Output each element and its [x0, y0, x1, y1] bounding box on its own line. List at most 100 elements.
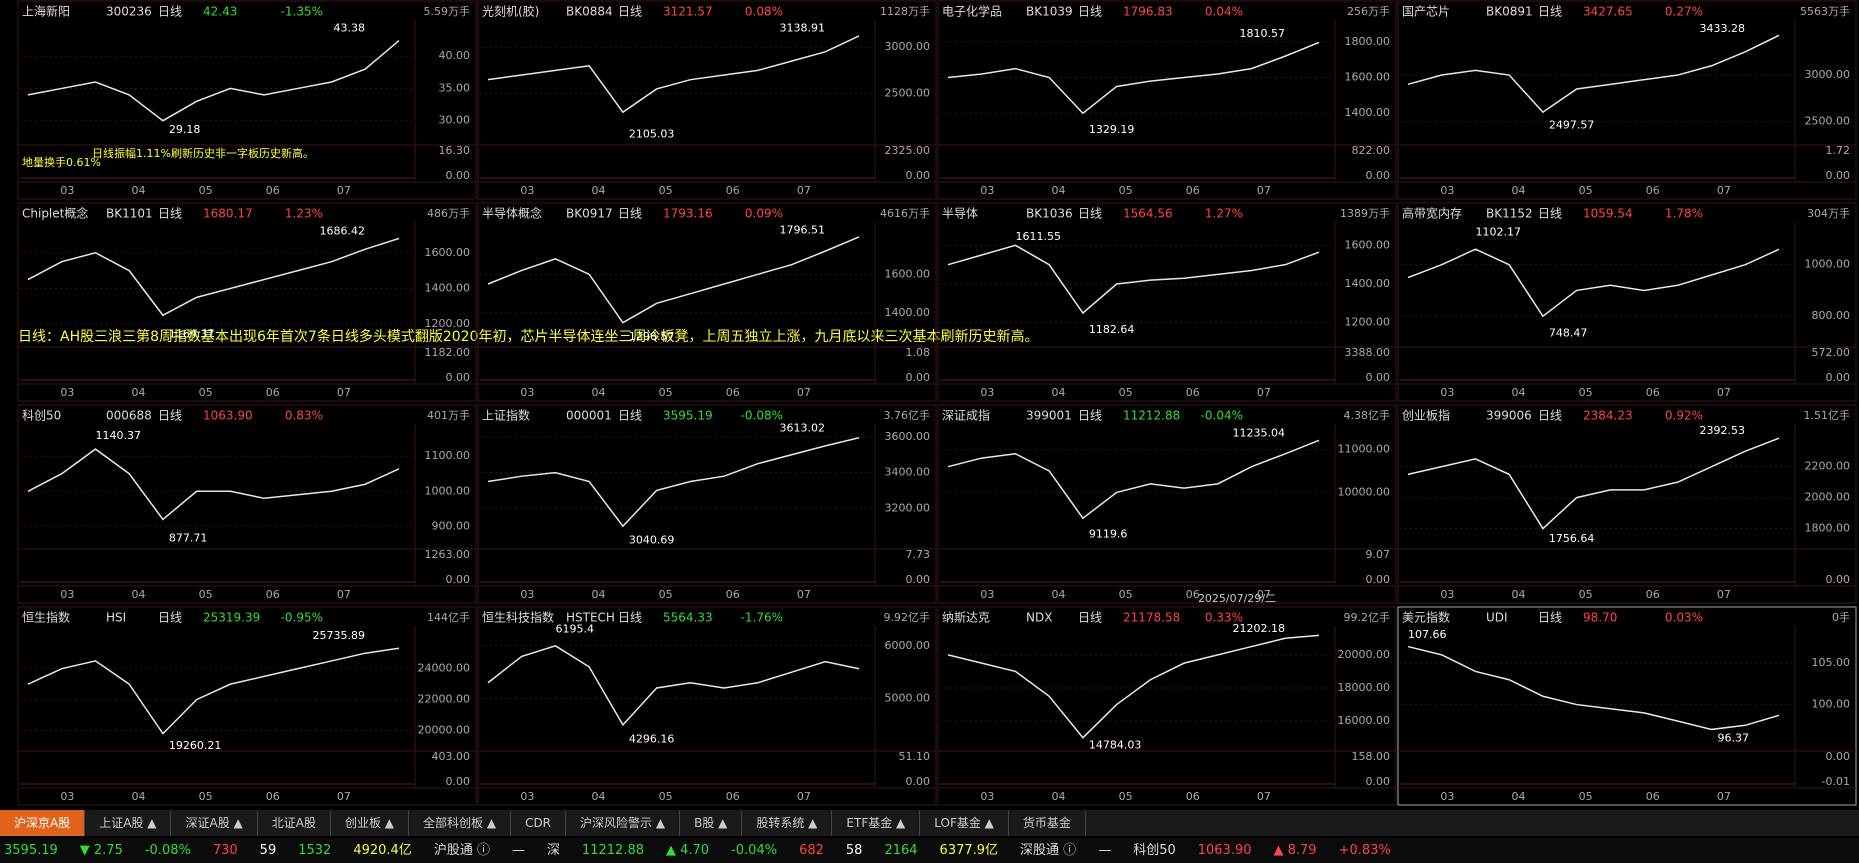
y-tick-label: 1600.00	[1345, 238, 1391, 251]
y-tick-label: 105.00	[1812, 656, 1851, 669]
status-item: 6377.9亿	[939, 843, 999, 858]
panel-period: 日线	[1078, 5, 1102, 19]
month-label: 04	[1512, 386, 1526, 399]
month-label: 05	[199, 790, 213, 803]
panel-pct: 0.33%	[1205, 611, 1243, 625]
status-item: -0.08%	[144, 843, 191, 858]
y-tick-label: 1600.00	[425, 246, 471, 259]
panel-price: 1063.90	[203, 409, 253, 423]
y-tick-label: 40.00	[439, 49, 471, 62]
tab[interactable]: B股 ▲	[680, 810, 743, 836]
status-item: 科创50	[1133, 843, 1176, 858]
tab[interactable]: 股转系统 ▲	[742, 810, 833, 836]
tab[interactable]: 沪深京A股	[0, 810, 86, 836]
y-tick-label: 1600.00	[885, 267, 931, 280]
month-label: 07	[337, 790, 351, 803]
high-label: 1796.51	[780, 223, 826, 236]
month-label: 04	[1512, 790, 1526, 803]
low-label: 2497.57	[1549, 119, 1595, 132]
month-label: 06	[266, 790, 280, 803]
volume-tick-label: 3388.00	[1345, 346, 1391, 359]
y-tick-label: 1400.00	[885, 306, 931, 319]
panel-period: 日线	[618, 5, 642, 19]
price-line	[27, 237, 400, 317]
panel-border	[1397, 0, 1857, 200]
tab[interactable]: 北证A股	[258, 810, 331, 836]
status-item: 11212.88	[581, 843, 644, 858]
month-label: 04	[132, 588, 146, 601]
tab[interactable]: LOF基金 ▲	[920, 810, 1009, 836]
tab[interactable]: 上证A股 ▲	[85, 810, 172, 836]
volume-tick-label: 0.00	[1826, 750, 1851, 763]
status-item: 沪股通 ⓘ	[433, 843, 490, 858]
panel-price: 11212.88	[1123, 409, 1180, 423]
panel-period: 日线	[1538, 409, 1562, 423]
month-label: 04	[132, 184, 146, 197]
panel-code: 399001	[1026, 409, 1072, 423]
volume-tick-label: 0.00	[1366, 169, 1391, 182]
high-label: 1140.37	[95, 429, 141, 442]
panel-code: BK1101	[106, 207, 153, 221]
y-tick-label: 3600.00	[885, 430, 931, 443]
month-label: 06	[726, 386, 740, 399]
month-label: 06	[266, 588, 280, 601]
y-tick-label: 1600.00	[1345, 71, 1391, 84]
status-item: 58	[845, 843, 863, 858]
y-tick-label: 22000.00	[418, 693, 471, 706]
panel-price: 42.43	[203, 5, 237, 19]
volume-tick-label: 0.00	[906, 775, 931, 788]
month-label: 06	[266, 184, 280, 197]
month-label: 03	[980, 588, 994, 601]
tab[interactable]: 创业板 ▲	[331, 810, 410, 836]
panel-period: 日线	[158, 5, 182, 19]
y-tick-label: 10000.00	[1338, 485, 1391, 498]
volume-tick-label: 822.00	[1352, 144, 1391, 157]
tab-bar: 沪深京A股 上证A股 ▲ 深证A股 ▲ 北证A股 创业板 ▲ 全部科创板 ▲ CDR 沪深风险…	[0, 810, 1859, 836]
panel-volume: 5563万手	[1800, 4, 1850, 18]
month-label: 04	[1052, 790, 1066, 803]
panel-period: 日线	[1538, 207, 1562, 221]
tab[interactable]: 货币基金	[1009, 810, 1086, 836]
price-line	[27, 448, 400, 521]
month-label: 07	[797, 184, 811, 197]
panel-pct: 1.23%	[285, 207, 323, 221]
month-label: 03	[60, 184, 74, 197]
month-label: 07	[797, 386, 811, 399]
panel-period: 日线	[158, 207, 182, 221]
month-label: 04	[132, 790, 146, 803]
panel-code: BK1039	[1026, 5, 1073, 19]
month-label: 03	[60, 588, 74, 601]
panel-code: BK1036	[1026, 207, 1073, 221]
price-line	[1407, 645, 1780, 731]
panel-name: 上证指数	[482, 408, 530, 423]
high-label: 3138.91	[780, 21, 826, 34]
month-label: 05	[659, 184, 673, 197]
tab[interactable]: 全部科创板 ▲	[409, 810, 512, 836]
volume-tick-label: 16.30	[439, 144, 471, 157]
volume-tick-label: 1263.00	[425, 548, 471, 561]
tab[interactable]: ETF基金 ▲	[832, 810, 921, 836]
tab[interactable]: CDR	[511, 810, 567, 836]
high-label: 3433.28	[1700, 22, 1746, 35]
panel-price: 1796.83	[1123, 5, 1173, 19]
month-label: 04	[1512, 184, 1526, 197]
month-label: 04	[592, 588, 606, 601]
month-label: 07	[337, 386, 351, 399]
month-label: 03	[60, 386, 74, 399]
y-tick-label: 35.00	[439, 81, 471, 94]
low-label: 9119.6	[1089, 527, 1128, 540]
month-label: 05	[199, 588, 213, 601]
tab[interactable]: 沪深风险警示 ▲	[566, 810, 681, 836]
panel-code: HSI	[106, 611, 126, 625]
volume-tick-label: 0.00	[446, 775, 471, 788]
high-label: 6195.4	[555, 623, 594, 636]
panel-border	[937, 0, 1397, 200]
volume-tick-label: 0.00	[446, 169, 471, 182]
panel-period: 日线	[158, 409, 182, 423]
month-label: 06	[1186, 386, 1200, 399]
tab[interactable]: 深证A股 ▲	[171, 810, 258, 836]
y-tick-label: 18000.00	[1338, 681, 1391, 694]
status-item: —	[1098, 843, 1112, 858]
volume-tick-label: 7.73	[906, 548, 931, 561]
y-tick-label: 11000.00	[1338, 442, 1391, 455]
